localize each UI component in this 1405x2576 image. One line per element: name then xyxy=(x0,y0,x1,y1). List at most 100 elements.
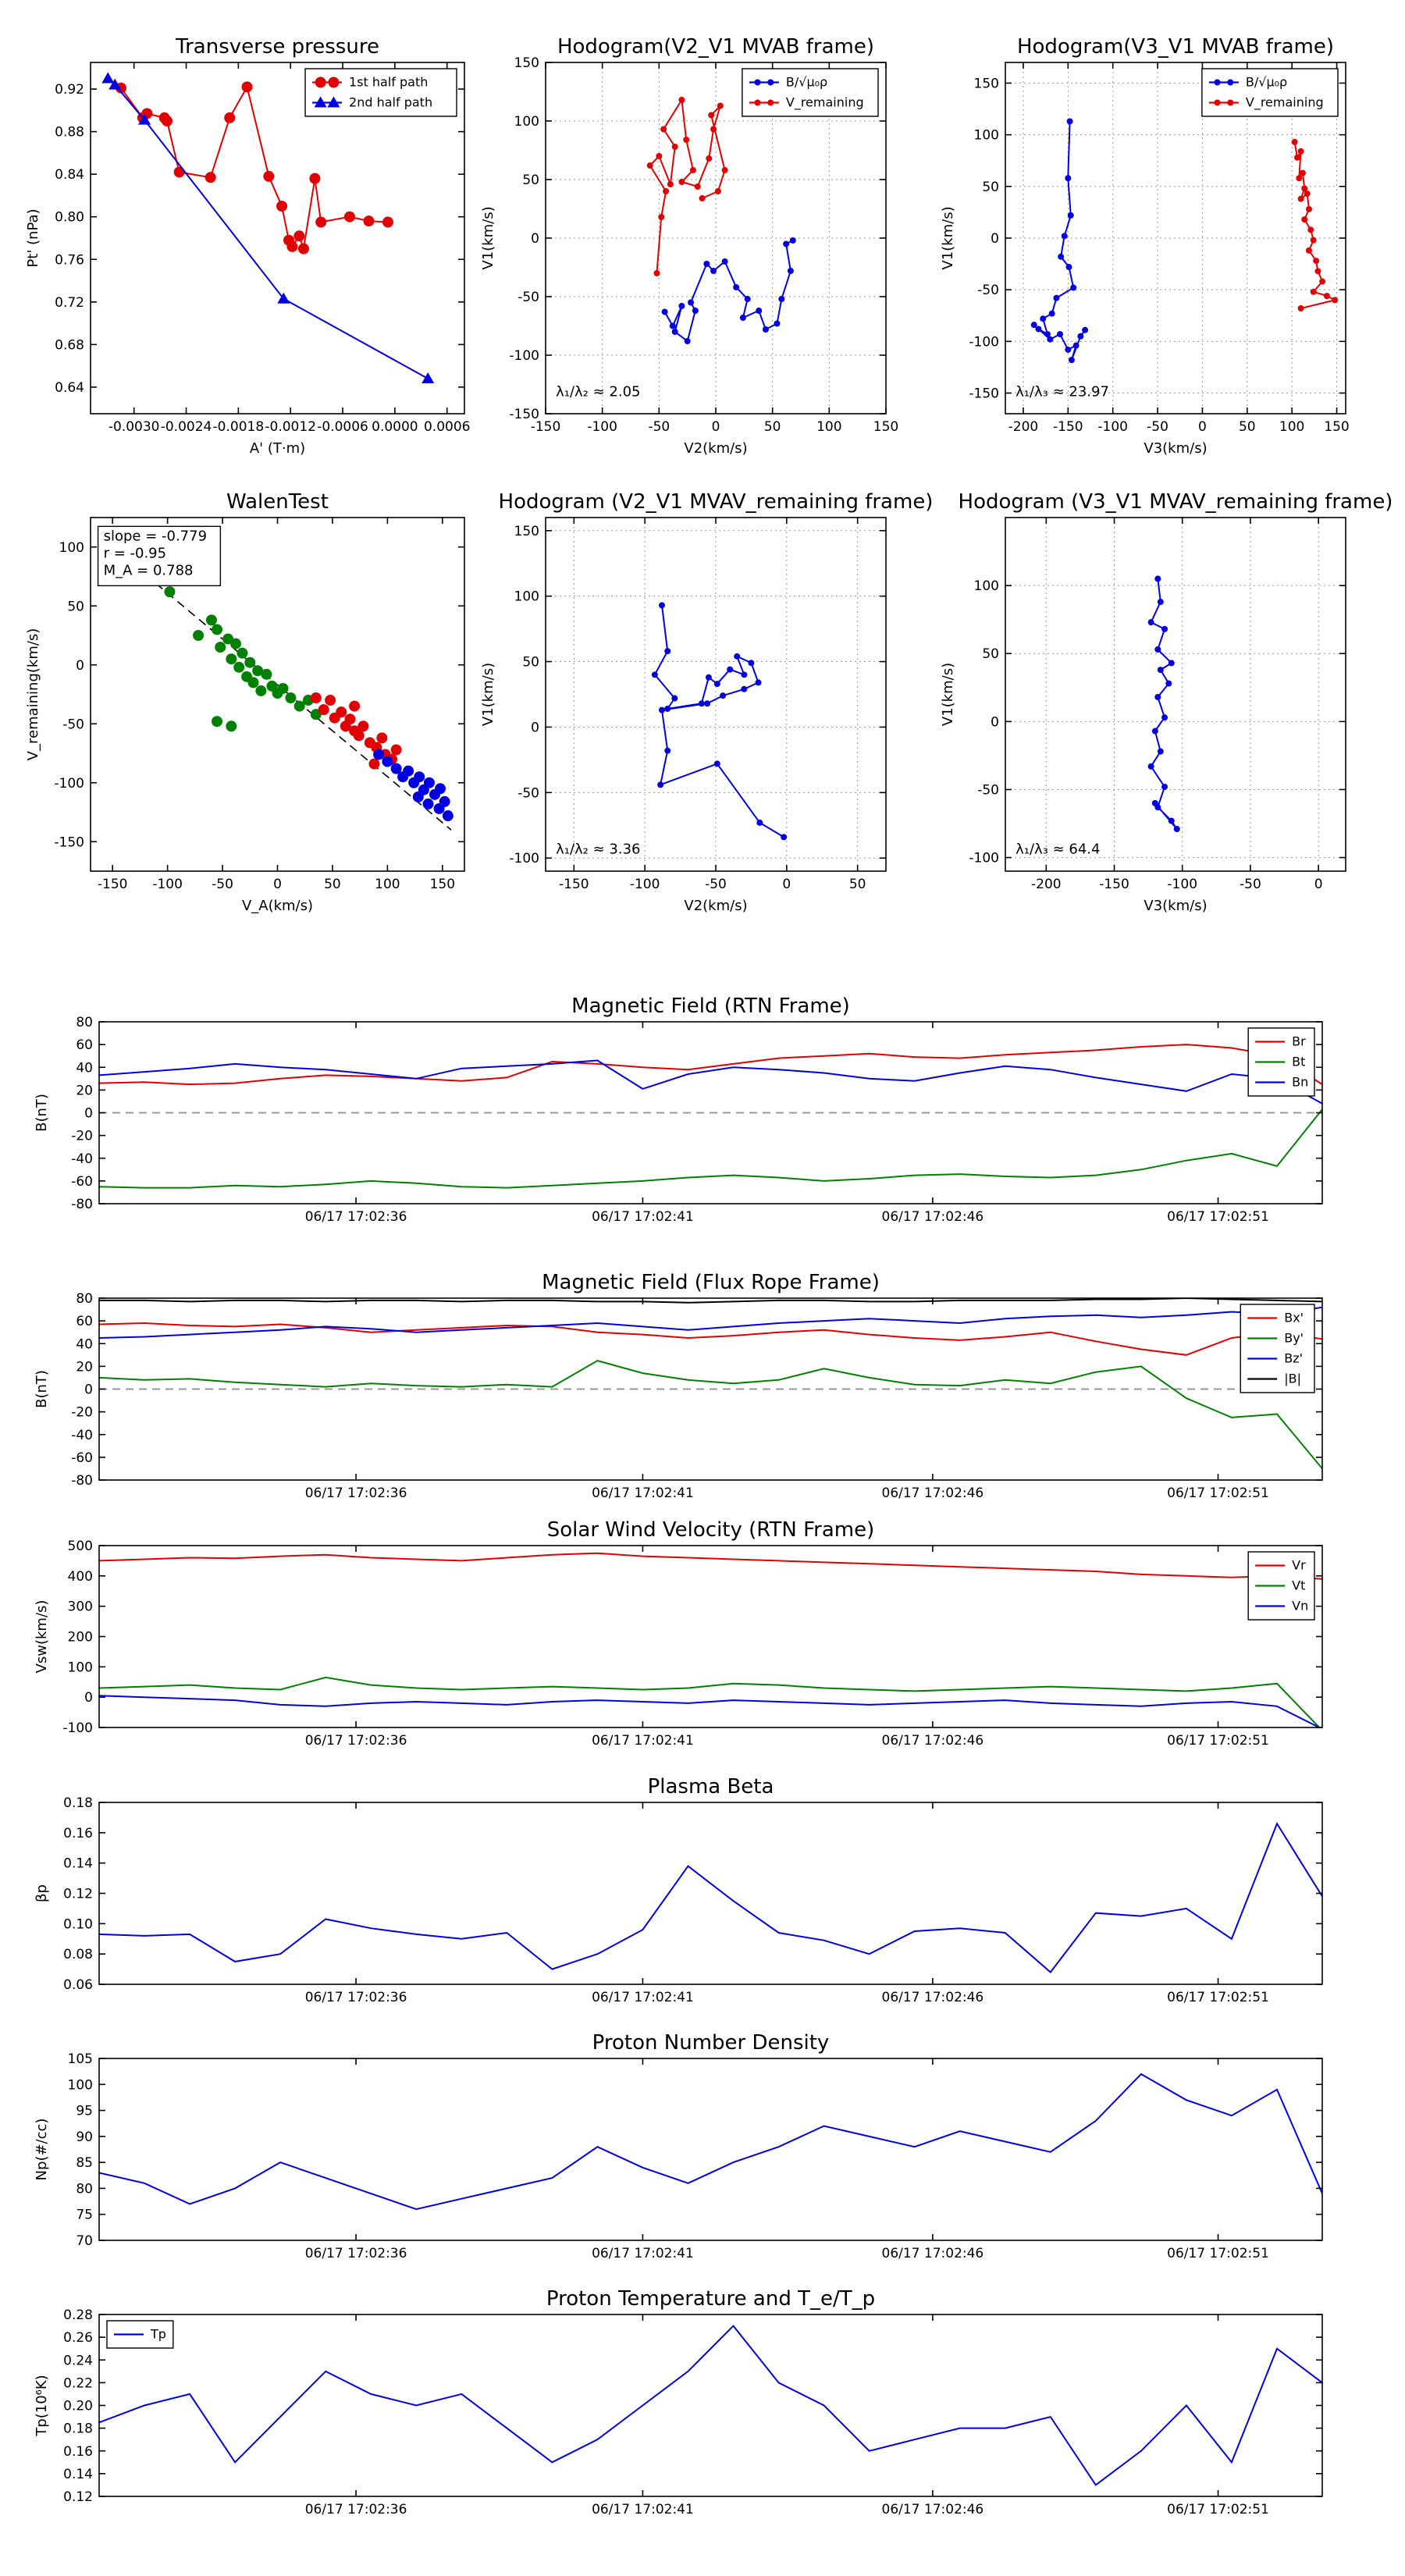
x-tick-label: 06/17 17:02:51 xyxy=(1167,1485,1269,1501)
y-tick-label: 100 xyxy=(68,2077,93,2093)
x-tick-label: 06/17 17:02:46 xyxy=(882,2502,984,2517)
y-tick-label: 100 xyxy=(514,589,539,605)
x-tick-label: -0.0030 xyxy=(108,419,160,435)
y-tick-label: -100 xyxy=(969,334,999,350)
x-tick-label: 100 xyxy=(816,419,841,435)
x-tick-label: 50 xyxy=(764,419,781,435)
x-tick-label: -50 xyxy=(705,877,727,892)
axes-frame xyxy=(98,2314,1323,2497)
y-tick-label: -60 xyxy=(71,1450,93,1466)
y-tick-label: 70 xyxy=(76,2233,93,2249)
y-tick-label: -40 xyxy=(71,1151,93,1167)
annotation-box xyxy=(97,525,222,587)
series-Bx-prime xyxy=(99,1322,1322,1356)
y-tick-label: 20 xyxy=(76,1359,93,1375)
series-Vr xyxy=(99,1552,1322,1580)
y-tick-label: 40 xyxy=(76,1336,93,1352)
x-tick-label: 06/17 17:02:41 xyxy=(592,2246,694,2261)
x-tick-label: -100 xyxy=(630,877,660,892)
y-axis-label: B(nT) xyxy=(34,1094,50,1132)
x-tick-label: -150 xyxy=(98,877,128,892)
series-V-remaining-hodogram xyxy=(1150,578,1178,830)
x-tick-label: 50 xyxy=(849,877,866,892)
y-tick-label: 0.12 xyxy=(63,1887,93,1902)
x-tick-label: 06/17 17:02:41 xyxy=(592,2502,694,2517)
x-tick-label: -50 xyxy=(648,419,670,435)
legend xyxy=(1201,68,1339,117)
y-tick-label: 0 xyxy=(84,1382,93,1398)
y-tick-label: 100 xyxy=(59,540,84,556)
legend-entry-label: Br xyxy=(1292,1034,1306,1049)
x-tick-label: 06/17 17:02:51 xyxy=(1167,2246,1269,2261)
legend-entry-label: Bz' xyxy=(1284,1351,1303,1366)
series-By-prime xyxy=(99,1360,1322,1470)
series-group xyxy=(99,1821,1322,1973)
y-tick-label: 0.64 xyxy=(55,380,84,396)
y-tick-label: 0.18 xyxy=(63,1795,93,1811)
y-tick-label: 0.22 xyxy=(63,2375,93,2391)
series-group xyxy=(123,532,454,831)
x-tick-label: 06/17 17:02:46 xyxy=(882,1990,984,2005)
y-tick-label: 150 xyxy=(974,76,999,91)
y-tick-label: 40 xyxy=(76,1060,93,1076)
x-tick-label: -0.0024 xyxy=(161,419,212,435)
y-axis-label: V1(km/s) xyxy=(940,206,956,269)
series-group xyxy=(101,72,435,383)
legend-entry-label: B/√μ₀ρ xyxy=(1246,75,1287,90)
chart-title: Proton Number Density xyxy=(592,2031,830,2055)
y-tick-label: 0.12 xyxy=(63,2489,93,2505)
y-tick-label: -100 xyxy=(969,851,999,866)
x-axis-label: V3(km/s) xyxy=(1144,898,1207,914)
y-tick-label: 300 xyxy=(68,1599,93,1615)
y-axis-label: V1(km/s) xyxy=(940,663,956,726)
chart-title: Transverse pressure xyxy=(175,35,379,59)
series-group xyxy=(1147,575,1180,832)
x-tick-label: -100 xyxy=(1167,877,1197,892)
legend-entry-label: By' xyxy=(1284,1331,1304,1346)
y-axis-label: Pt' (nPa) xyxy=(25,208,41,267)
y-tick-label: 0.80 xyxy=(55,210,84,226)
chart-title: Hodogram(V2_V1 MVAB frame) xyxy=(557,35,874,59)
y-tick-label: 0.16 xyxy=(63,1826,93,1841)
y-tick-label: 50 xyxy=(982,180,999,195)
y-tick-label: 0 xyxy=(531,720,539,735)
y-tick-label: 85 xyxy=(76,2155,93,2171)
y-tick-label: 100 xyxy=(974,578,999,594)
x-tick-label: -100 xyxy=(1097,419,1128,435)
x-tick-label: -50 xyxy=(212,877,233,892)
legend-entry-label: 1st half path xyxy=(349,75,428,90)
y-tick-label: -50 xyxy=(62,717,84,732)
annotation-line: r = -0.95 xyxy=(104,545,167,561)
series-Tp xyxy=(99,2325,1322,2486)
series-B-magnitude xyxy=(99,1298,1322,1304)
x-tick-label: 0 xyxy=(1314,877,1323,892)
y-tick-label: 100 xyxy=(974,128,999,144)
series-group xyxy=(99,2325,1322,2486)
y-tick-label: 0.06 xyxy=(63,1977,93,1993)
x-tick-label: -200 xyxy=(1031,877,1062,892)
x-tick-label: -100 xyxy=(152,877,183,892)
y-tick-label: 100 xyxy=(514,114,539,130)
x-tick-label: 0 xyxy=(273,877,282,892)
annotation: λ₁/λ₂ ≈ 2.05 xyxy=(556,384,640,400)
y-tick-label: -150 xyxy=(54,834,84,850)
annotation-line: slope = -0.779 xyxy=(104,528,207,544)
series-V-remaining xyxy=(649,98,726,274)
x-tick-label: 06/17 17:02:36 xyxy=(305,1209,407,1225)
chart-walen-test: -150 -100 -50 0 50 100 150 -150 -100 -50 0 50 100 Wal… xyxy=(25,490,465,914)
y-tick-label: 20 xyxy=(76,1083,93,1098)
chart-title: Magnetic Field (RTN Frame) xyxy=(571,994,850,1018)
x-tick-label: 06/17 17:02:51 xyxy=(1167,1209,1269,1225)
y-tick-label: 0 xyxy=(84,1690,93,1706)
y-tick-label: -100 xyxy=(62,1720,93,1736)
x-tick-label: -150 xyxy=(559,877,589,892)
y-tick-label: 150 xyxy=(514,524,539,539)
chart-title: Hodogram(V3_V1 MVAB frame) xyxy=(1017,35,1334,59)
y-axis-label: Np(#/cc) xyxy=(34,2119,50,2181)
series-group xyxy=(1030,118,1339,364)
chart-magnetic-field-rtn: 06/17 17:02:36 06/17 17:02:41 06/17 17:02:… xyxy=(34,994,1323,1225)
y-tick-label: 200 xyxy=(68,1630,93,1646)
series-group xyxy=(99,1298,1322,1470)
series-Bz-prime xyxy=(99,1306,1322,1339)
